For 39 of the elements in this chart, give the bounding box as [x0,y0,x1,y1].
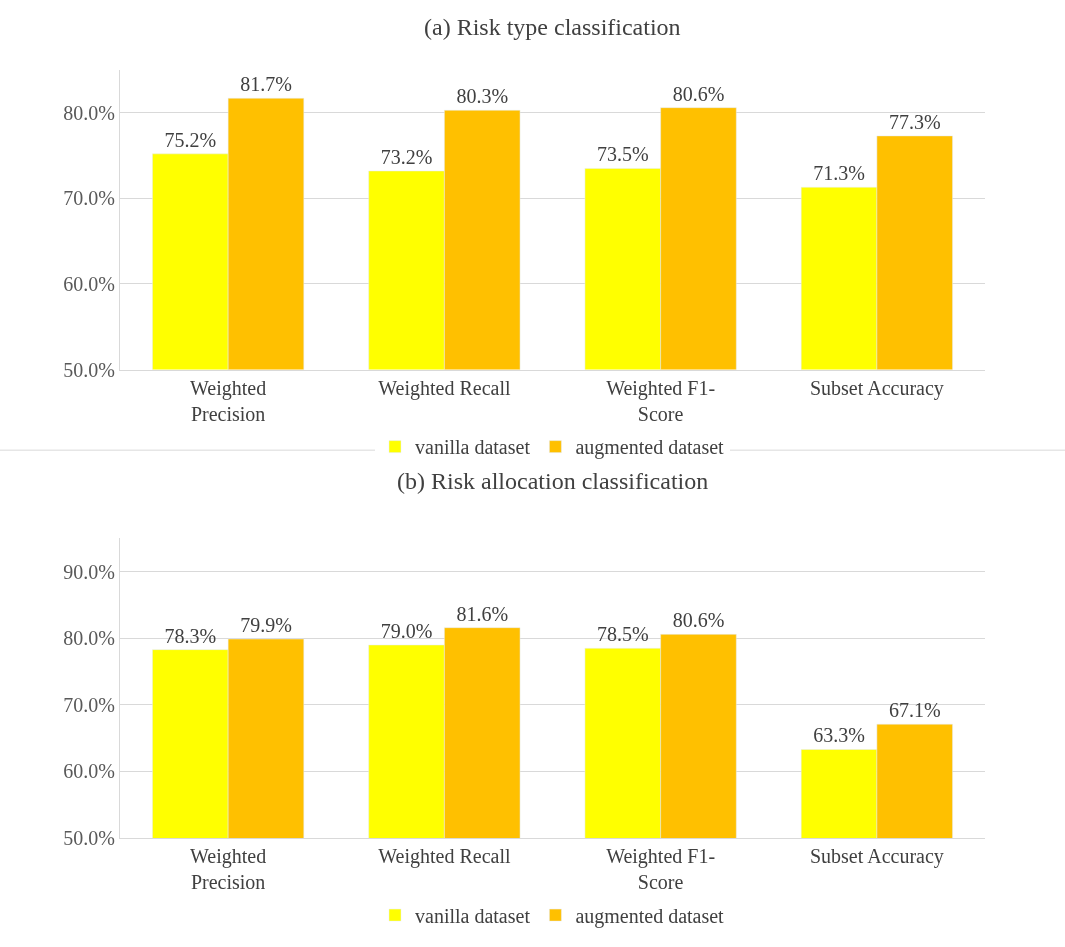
y-tick-label: 90.0% [63,560,115,583]
y-tick-label: 80.0% [63,627,115,650]
x-tick-label: Weighted Precision [190,845,267,893]
data-label: 80.3% [456,85,509,108]
data-label: 81.7% [240,73,292,96]
y-tick-label: 70.0% [63,693,115,716]
data-label: 78.5% [596,623,649,646]
y-tick-label: 60.0% [63,760,115,783]
x-tick-label: Weighted F1-Score [606,376,716,425]
data-label: 77.3% [888,110,941,133]
x-tick-label: Weighted Recall [378,845,511,868]
data-label: 79.0% [380,619,433,642]
y-tick-label: 50.0% [63,827,115,849]
x-tick-label: Weighted F1-Score [606,845,716,893]
legend-label: augmented dataset [575,436,725,460]
data-label: 78.3% [164,624,217,647]
data-label: 79.9% [240,613,292,636]
y-tick-label: 50.0% [63,358,115,381]
chart-title: (a) Risk type classification [424,14,681,40]
data-label: 73.5% [596,143,649,166]
chart-title: (b) Risk allocation classification [397,468,709,494]
y-tick-label: 70.0% [63,187,115,210]
x-tick-label: Subset Accuracy [809,845,944,868]
y-tick-label: 60.0% [63,272,115,295]
legend-label: vanilla dataset [415,904,531,927]
x-tick-label: Weighted Precision [190,376,267,425]
data-label: 73.2% [380,145,433,168]
data-label: 71.3% [813,162,865,185]
data-label: 81.6% [456,602,509,625]
data-label: 80.6% [672,82,725,105]
x-tick-label: Weighted Recall [378,376,511,400]
data-label: 67.1% [888,699,941,722]
x-tick-label: Subset Accuracy [809,376,944,400]
data-label: 80.6% [672,609,725,632]
data-label: 75.2% [164,128,217,151]
data-label: 63.3% [813,724,865,747]
y-tick-label: 80.0% [63,101,115,124]
legend-label: vanilla dataset [415,436,531,459]
legend-label: augmented dataset [575,904,725,928]
